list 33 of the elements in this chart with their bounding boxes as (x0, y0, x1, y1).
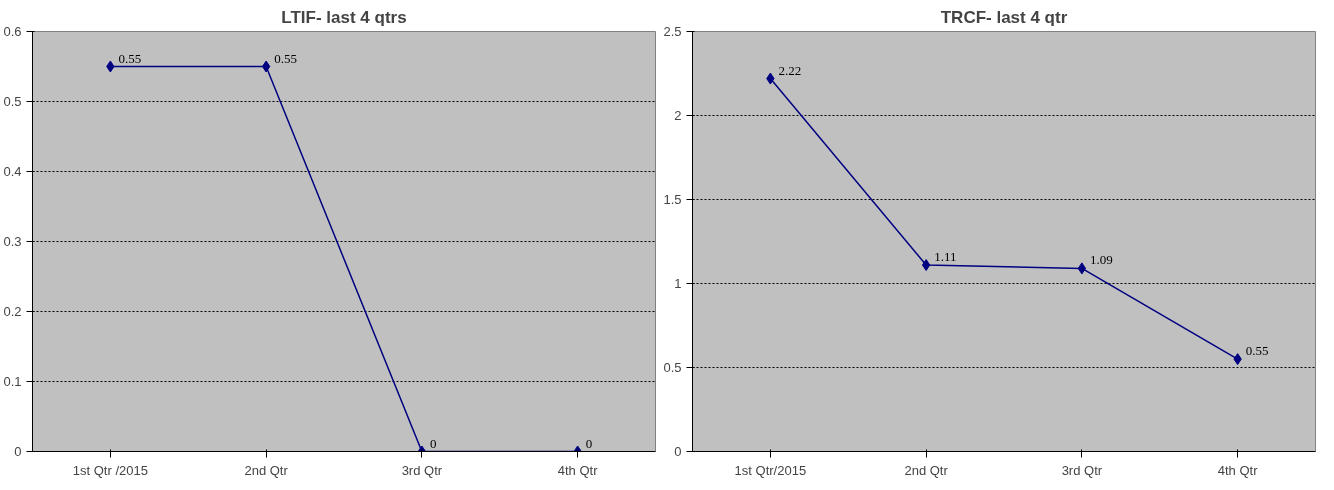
chart-title: LTIF- last 4 qtrs (281, 7, 407, 27)
data-label: 0.55 (1245, 343, 1269, 359)
y-tick-label: 0.5 (663, 360, 682, 375)
data-label: 1.09 (1089, 252, 1113, 268)
y-tick-label: 0.2 (3, 304, 22, 319)
y-tick-label: 2.5 (663, 24, 682, 39)
y-tick-label: 1 (674, 276, 682, 291)
data-label: 0 (585, 435, 593, 451)
x-tick-label: 2nd Qtr (244, 462, 289, 478)
y-tick-label: 0.5 (3, 94, 22, 109)
x-tick-label: 3rd Qtr (401, 462, 443, 478)
data-label: 0.55 (118, 50, 142, 66)
x-tick-label: 4th Qtr (1217, 462, 1259, 478)
point (921, 259, 931, 272)
x-tick-label: 1st Qtr/2015 (734, 462, 807, 478)
data-label: 0 (429, 435, 437, 451)
y-tick-label: 0.3 (3, 234, 22, 249)
y-tick-label: 0.6 (3, 24, 22, 39)
x-tick-label: 2nd Qtr (904, 462, 949, 478)
y-tick-label: 0.1 (3, 374, 22, 389)
x-tick-label: 4th Qtr (557, 462, 599, 478)
data-label: 0.55 (274, 50, 297, 66)
x-tick-label: 3rd Qtr (1061, 462, 1103, 478)
y-tick-label: 0 (674, 444, 682, 459)
y-tick-label: 0 (14, 444, 22, 459)
x-tick-label: 1st Qtr /2015 (72, 462, 148, 478)
data-label: 1.11 (934, 249, 957, 265)
y-tick-label: 1.5 (663, 192, 682, 207)
chart-title: TRCF- last 4 qtr (940, 7, 1068, 27)
y-tick-label: 0.4 (3, 164, 22, 179)
point (1077, 262, 1087, 275)
data-label: 2.22 (778, 62, 802, 78)
y-tick-label: 2 (674, 108, 682, 123)
